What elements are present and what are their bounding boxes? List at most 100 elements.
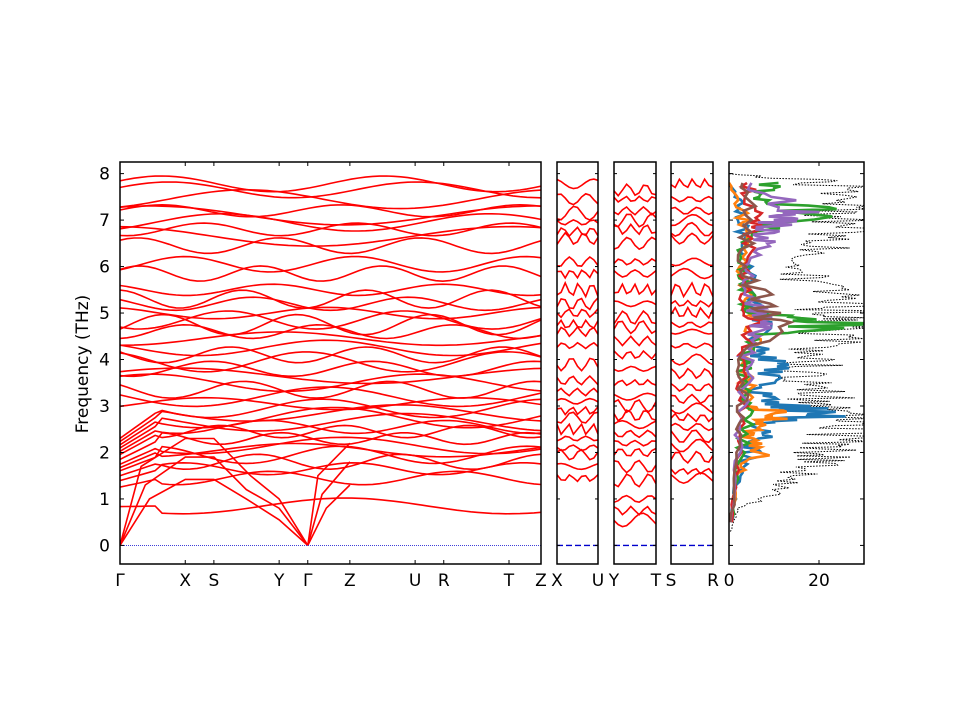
band-line bbox=[671, 206, 713, 216]
band-line bbox=[671, 257, 713, 267]
band-line bbox=[671, 367, 713, 380]
band-line bbox=[120, 213, 541, 232]
band-line bbox=[671, 299, 713, 308]
band-line bbox=[557, 357, 598, 372]
band-line bbox=[557, 318, 598, 330]
dos-curves bbox=[729, 173, 864, 532]
band-line bbox=[557, 308, 598, 319]
x-tick-label: Z bbox=[535, 571, 547, 591]
band-line bbox=[614, 269, 656, 278]
x-tick-label: S bbox=[208, 571, 219, 591]
band-line bbox=[671, 382, 713, 392]
band-line bbox=[557, 448, 598, 461]
band-line bbox=[120, 265, 541, 283]
band-line bbox=[120, 339, 541, 357]
y-tick-label: 7 bbox=[99, 211, 110, 231]
band-line bbox=[671, 438, 713, 453]
dos-total-curve bbox=[729, 173, 864, 532]
band-line bbox=[614, 378, 656, 387]
y-tick-label: 2 bbox=[99, 443, 110, 463]
y-tick-label: 3 bbox=[99, 397, 110, 417]
x-tick-label: U bbox=[409, 571, 421, 591]
band-line bbox=[614, 398, 656, 414]
band-line bbox=[120, 470, 541, 488]
band-line bbox=[120, 255, 541, 273]
dos-partial-curve bbox=[729, 182, 796, 523]
y-tick-label: 6 bbox=[99, 258, 110, 278]
band-line bbox=[557, 231, 598, 246]
band-line bbox=[120, 225, 541, 247]
x-tick-label: T bbox=[650, 571, 662, 591]
x-tick-label: X bbox=[179, 571, 191, 591]
y-tick-label: 4 bbox=[99, 351, 110, 371]
dos-partial-curve bbox=[729, 181, 864, 523]
band-line bbox=[120, 380, 541, 399]
band-line bbox=[120, 406, 541, 446]
x-tick-label: Z bbox=[344, 571, 356, 591]
band-line bbox=[120, 203, 541, 218]
band-line bbox=[671, 393, 713, 405]
band-line bbox=[557, 341, 598, 350]
x-tick-label: Y bbox=[608, 571, 620, 591]
band-line bbox=[671, 450, 713, 465]
band-line bbox=[120, 436, 541, 466]
panel-frame bbox=[728, 161, 865, 565]
band-line bbox=[120, 461, 541, 482]
band-line bbox=[120, 296, 541, 312]
band-line bbox=[671, 305, 713, 320]
band-line bbox=[120, 453, 541, 477]
acoustic-branch bbox=[307, 461, 351, 546]
band-line bbox=[614, 349, 656, 360]
band-line bbox=[557, 255, 598, 267]
band-line bbox=[614, 505, 656, 516]
acoustic-branch bbox=[307, 442, 351, 546]
band-line bbox=[671, 267, 713, 280]
band-line bbox=[614, 205, 656, 216]
band-line bbox=[120, 283, 541, 297]
band-line bbox=[557, 435, 598, 442]
band-line bbox=[120, 412, 541, 449]
band-line bbox=[120, 331, 541, 347]
band-line bbox=[557, 205, 598, 221]
band-line bbox=[120, 188, 541, 210]
band-line bbox=[671, 422, 713, 432]
y-tick-label: 5 bbox=[99, 304, 110, 324]
band-line bbox=[671, 402, 713, 415]
band-line bbox=[557, 325, 598, 338]
band-line bbox=[557, 226, 598, 238]
x-tick-label: S bbox=[666, 571, 677, 591]
band-line bbox=[120, 289, 541, 309]
band-line bbox=[614, 429, 656, 439]
x-tick-label: 20 bbox=[808, 571, 830, 591]
band-line bbox=[614, 392, 656, 401]
band-line bbox=[671, 281, 713, 299]
band-line bbox=[614, 512, 656, 528]
band-line bbox=[614, 320, 656, 335]
band-line bbox=[120, 313, 541, 336]
band-line bbox=[614, 309, 656, 325]
band-line bbox=[120, 205, 541, 226]
x-tick-label: Γ bbox=[115, 571, 125, 591]
band-line bbox=[671, 342, 713, 349]
band-line bbox=[120, 497, 541, 515]
panel-frame bbox=[119, 161, 542, 565]
band-line bbox=[614, 409, 656, 422]
band-line bbox=[557, 397, 598, 405]
x-tick-label: 0 bbox=[724, 571, 735, 591]
band-line bbox=[614, 447, 656, 458]
band-line bbox=[557, 268, 598, 280]
x-tick-label: Y bbox=[273, 571, 285, 591]
band-line bbox=[614, 459, 656, 474]
band-line bbox=[614, 419, 656, 430]
band-line bbox=[120, 360, 541, 378]
band-line bbox=[671, 467, 713, 476]
band-line bbox=[671, 353, 713, 366]
band-line bbox=[120, 350, 541, 373]
band-line bbox=[614, 365, 656, 373]
y-tick-label: 0 bbox=[99, 536, 110, 556]
panel-frame bbox=[556, 161, 599, 565]
bands-SR bbox=[671, 177, 713, 485]
panel-frame bbox=[613, 161, 657, 565]
